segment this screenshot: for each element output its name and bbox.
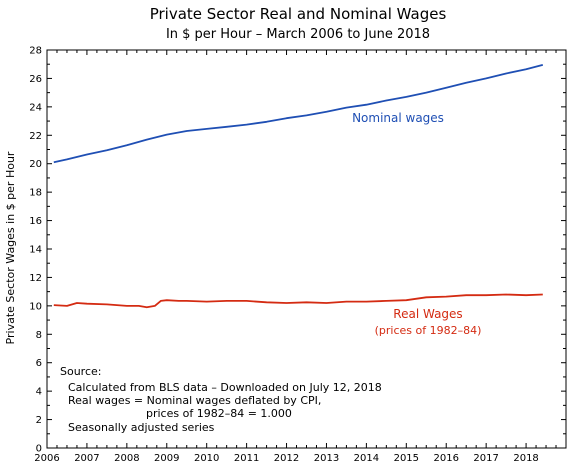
real-wages-label: Real Wages — [393, 307, 462, 321]
x-tick-label: 2016 — [434, 453, 459, 464]
y-tick-label: 22 — [29, 131, 42, 142]
x-tick-label: 2012 — [274, 453, 299, 464]
y-tick-label: 28 — [29, 46, 42, 57]
x-tick-label: 2015 — [394, 453, 419, 464]
source-line-1: Calculated from BLS data – Downloaded on… — [68, 381, 382, 394]
real-wages-sublabel: (prices of 1982–84) — [375, 324, 482, 337]
y-tick-label: 10 — [29, 301, 42, 312]
y-tick-label: 20 — [29, 159, 42, 170]
series-lines — [53, 64, 544, 309]
x-tick-label: 2014 — [354, 453, 379, 464]
x-tick-label: 2007 — [74, 453, 99, 464]
y-tick-label: 14 — [29, 245, 42, 256]
y-axis-label: Private Sector Wages in $ per Hour — [4, 151, 17, 344]
nominal-wages-line — [53, 64, 544, 164]
source-line-2: Real wages = Nominal wages deflated by C… — [68, 394, 321, 407]
x-tick-label: 2013 — [314, 453, 339, 464]
x-tick-label: 2017 — [473, 453, 498, 464]
y-tick-label: 16 — [29, 216, 42, 227]
nominal-wages-label: Nominal wages — [352, 111, 444, 125]
y-tick-label: 26 — [29, 74, 42, 85]
x-tick-label: 2008 — [114, 453, 139, 464]
y-tick-label: 2 — [36, 415, 42, 426]
y-tick-label: 8 — [36, 330, 42, 341]
real-wages-line — [53, 293, 543, 309]
y-tick-label: 24 — [29, 102, 42, 113]
chart-title: Private Sector Real and Nominal Wages — [150, 5, 447, 23]
x-tick-label: 2009 — [154, 453, 179, 464]
y-tick-label: 6 — [36, 358, 42, 369]
y-tick-label: 18 — [29, 188, 42, 199]
source-line-3: prices of 1982–84 = 1.000 — [146, 407, 292, 420]
x-tick-label: 2011 — [234, 453, 259, 464]
y-tick-label: 12 — [29, 273, 42, 284]
x-tick-label: 2010 — [194, 453, 219, 464]
source-heading: Source: — [60, 365, 102, 378]
y-tick-label: 0 — [36, 444, 42, 455]
source-note: Source: Calculated from BLS data – Downl… — [60, 365, 382, 434]
chart-subtitle: In $ per Hour – March 2006 to June 2018 — [166, 27, 430, 42]
x-tick-label: 2018 — [513, 453, 538, 464]
x-tick-label: 2006 — [34, 453, 59, 464]
y-tick-label: 4 — [36, 387, 42, 398]
source-line-4: Seasonally adjusted series — [68, 421, 215, 434]
